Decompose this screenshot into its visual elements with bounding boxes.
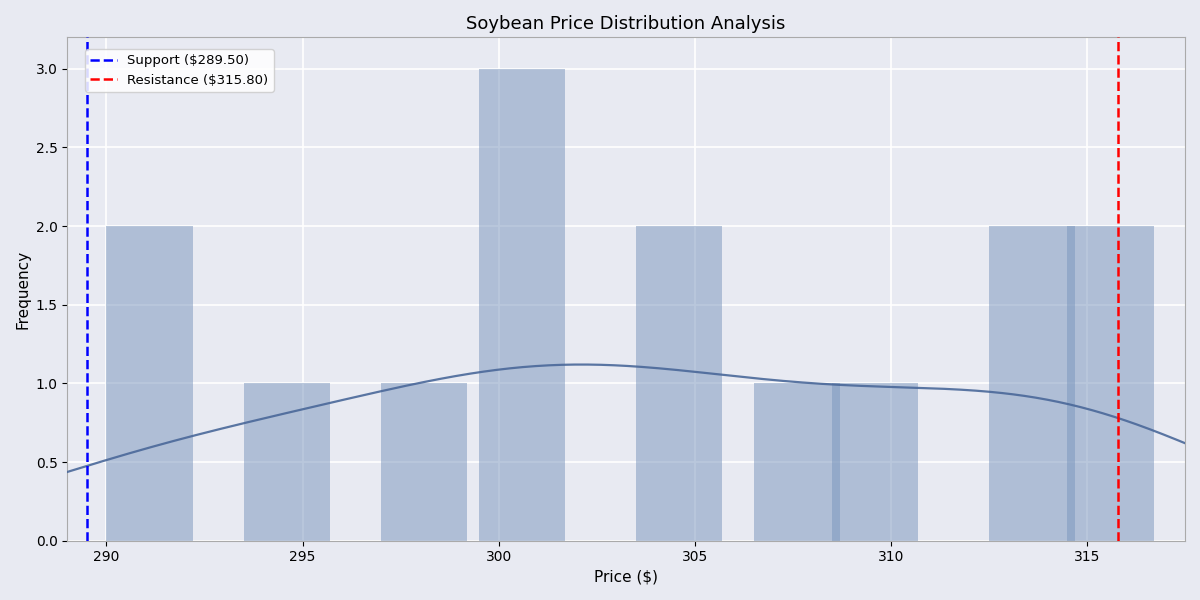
Support ($289.50)	[79, 537, 94, 544]
Bar	[382, 383, 467, 541]
Legend: Support ($289.50), Resistance ($315.80): Support ($289.50), Resistance ($315.80)	[85, 49, 274, 92]
Bar	[479, 69, 565, 541]
Title: Soybean Price Distribution Analysis: Soybean Price Distribution Analysis	[467, 15, 786, 33]
Resistance ($315.80)	[1111, 537, 1126, 544]
Bar	[244, 383, 330, 541]
Support ($289.50)	[79, 380, 94, 387]
Y-axis label: Frequency: Frequency	[16, 250, 30, 329]
Bar	[832, 383, 918, 541]
Bar	[1067, 226, 1153, 541]
Resistance ($315.80)	[1111, 380, 1126, 387]
Bar	[754, 383, 840, 541]
Bar	[636, 226, 722, 541]
Bar	[107, 226, 193, 541]
Bar	[989, 226, 1075, 541]
X-axis label: Price ($): Price ($)	[594, 570, 658, 585]
